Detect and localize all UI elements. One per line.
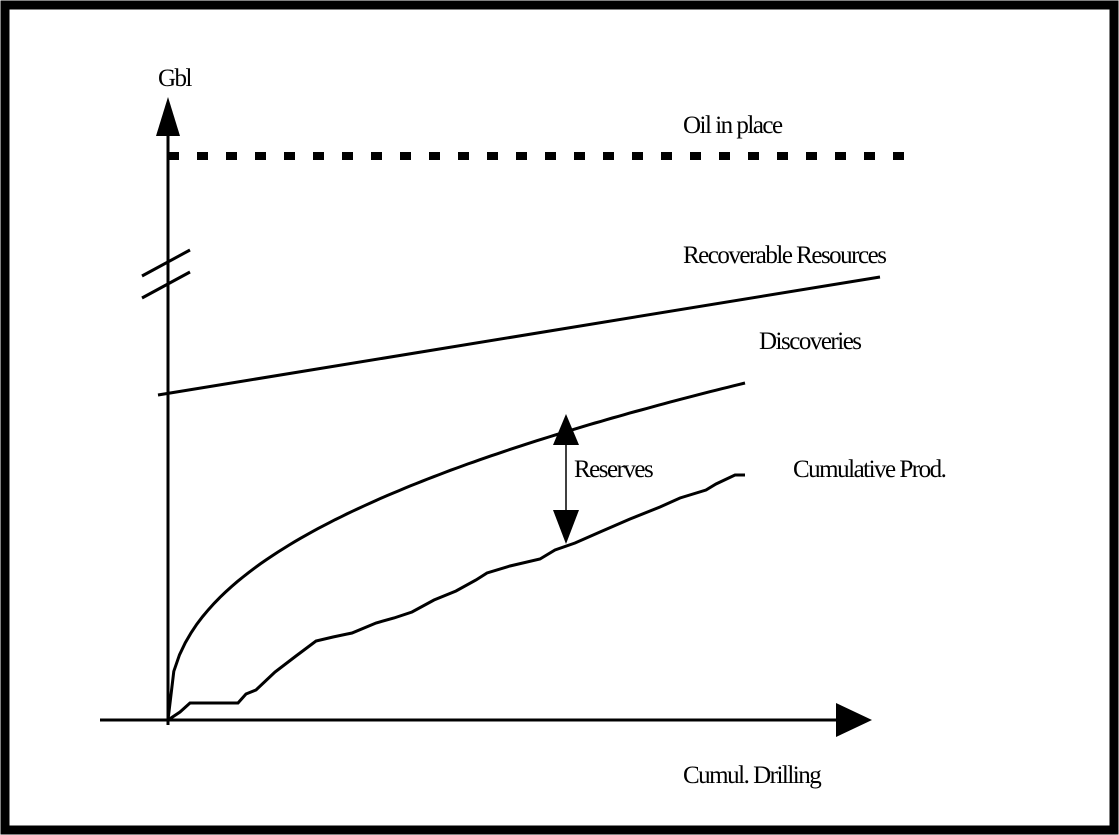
axis-break [141, 248, 191, 278]
y-arrow [156, 97, 180, 136]
x-arrow [836, 703, 872, 737]
reserves-arrow-head [553, 510, 579, 544]
recoverable-line [157, 275, 881, 397]
y-axis-label: Gbl [158, 65, 193, 92]
discoveries-label: Discoveries [759, 328, 861, 355]
reserves-arrow-head [553, 414, 579, 445]
cumulative-curve [167, 473, 745, 722]
axis-break [141, 270, 191, 300]
recoverable-label: Recoverable Resources [683, 242, 886, 269]
oil-in-place-label: Oil in place [683, 112, 783, 139]
cumulative-label: Cumulative Prod. [793, 456, 946, 483]
reserves-label: Reserves [574, 456, 653, 483]
x-axis-label: Cumul. Drilling [683, 762, 822, 789]
discoveries-curve [166, 381, 746, 721]
